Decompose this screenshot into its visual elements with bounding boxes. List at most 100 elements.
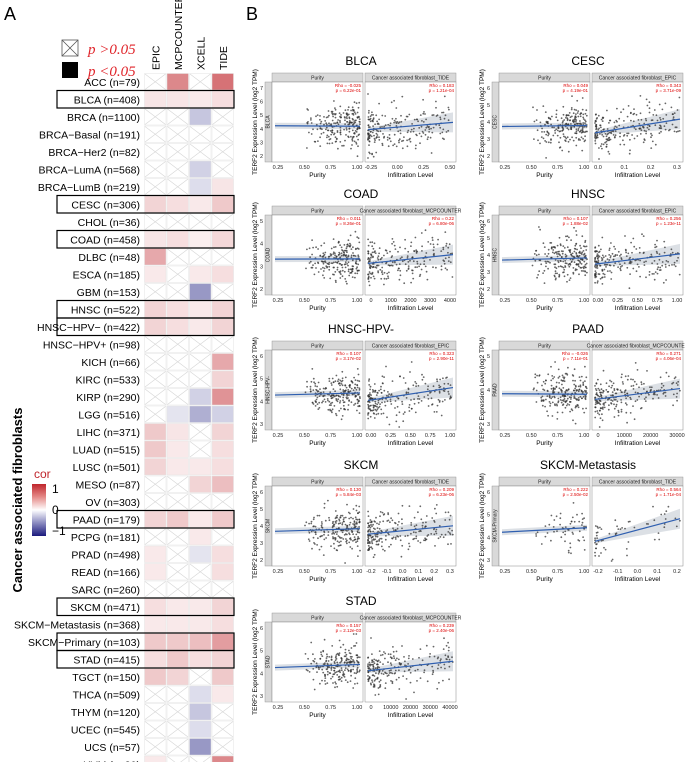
- heatmap-row-label: BRCA−LumA (n=568): [38, 164, 140, 176]
- significance-legend: p >0.05 p <0.05: [61, 39, 136, 80]
- heatmap-cell: [144, 475, 167, 493]
- heatmap-row-label: GBM (n=153): [77, 287, 140, 299]
- heatmap-cell: [189, 143, 212, 161]
- x-tick-label: 0.75: [652, 298, 663, 304]
- x-tick-label: 30000: [669, 433, 684, 439]
- regression-line: [501, 124, 588, 128]
- scatter-y-label: TERF2 Expression Level (log2 TPM): [479, 69, 486, 175]
- heatmap-row-box: [56, 649, 235, 669]
- facet-strip-label: Purity: [538, 480, 551, 486]
- x-tick-label: 1.00: [579, 165, 590, 171]
- x-tick-label: 0.50: [526, 298, 537, 304]
- heatmap-row-label: BRCA−Basal (n=191): [39, 129, 140, 141]
- y-tick-label: 3: [260, 422, 263, 428]
- heatmap-cell: [144, 738, 167, 756]
- regression-line: [501, 393, 588, 395]
- x-tick-label: 40000: [442, 705, 457, 711]
- side-strip-label: STAD: [266, 655, 272, 668]
- facet-plot-area: [498, 485, 591, 567]
- scatter-y-label: TERF2 Expression Level (log2 TPM): [252, 202, 259, 308]
- heatmap-cell: [189, 423, 212, 441]
- x-tick-label: 3000: [424, 298, 436, 304]
- heatmap-cell: [211, 633, 234, 651]
- x-tick-label: 0.25: [273, 569, 284, 575]
- stat-p: p = 3.17e-02: [336, 356, 362, 361]
- heatmap-cell: [166, 248, 189, 266]
- heatmap-cell: [144, 160, 167, 178]
- x-tick-label: 0.75: [552, 165, 563, 171]
- scatter-points: [304, 633, 361, 691]
- scatter-panel: BLCA TERF2 Expression Level (log2 TPM) BLC…: [252, 54, 457, 179]
- heatmap-cell: [144, 230, 167, 248]
- scatter-panel-title: BLCA: [345, 54, 376, 68]
- heatmap-cell: [211, 108, 234, 126]
- facet-strip-label: Cancer associated fibroblast_MCPCOUNTER: [360, 616, 462, 622]
- y-tick-label: 3: [487, 137, 490, 143]
- heatmap-row-label: HNSC−HPV− (n=422): [37, 322, 140, 334]
- x-tick-label: 0.25: [418, 165, 429, 171]
- heatmap-cell: [189, 90, 212, 108]
- heatmap-cell: [189, 213, 212, 231]
- heatmap-panel: p >0.05 p <0.05 EPIC MCPCOUNTER XCELL TIDE …: [10, 0, 235, 762]
- heatmap-row-label: SKCM (n=471): [70, 602, 140, 614]
- heatmap-cell: [166, 353, 189, 371]
- heatmap-cell: [166, 458, 189, 476]
- heatmap-cell: [166, 545, 189, 563]
- crossed-box-symbol: [61, 39, 79, 57]
- stat-p: p = 6.80e-06: [429, 221, 455, 226]
- scatter-x-label: Infiltration Level: [615, 576, 661, 583]
- heatmap-cell: [144, 510, 167, 528]
- scatter-points: [594, 233, 681, 290]
- y-tick-label: 3: [260, 541, 263, 547]
- heatmap-cell: [189, 685, 212, 703]
- x-tick-label: 0.2: [673, 569, 681, 575]
- heatmap-cell: [144, 195, 167, 213]
- heatmap-cell: [211, 248, 234, 266]
- heatmap-row-label: BRCA−LumB (n=219): [38, 182, 140, 194]
- heatmap-cell: [144, 528, 167, 546]
- scatter-panel: COAD TERF2 Expression Level (log2 TPM) COA…: [252, 187, 462, 312]
- x-tick-label: 0.75: [552, 433, 563, 439]
- heatmap-cell: [189, 335, 212, 353]
- y-tick-label: 5: [260, 507, 263, 513]
- regression-line: [367, 525, 454, 535]
- heatmap-cell: [166, 738, 189, 756]
- heatmap-row-label: MESO (n=87): [76, 479, 140, 491]
- heatmap-cell: [166, 650, 189, 668]
- heatmap-cell: [144, 545, 167, 563]
- y-tick-label: 2: [487, 287, 490, 293]
- y-tick-label: 2: [260, 287, 263, 293]
- y-tick-label: 5: [260, 649, 263, 655]
- x-tick-label: 0.00: [392, 165, 403, 171]
- stat-rho: Rho = 0.130: [336, 487, 361, 492]
- facet-strip-label: Purity: [311, 480, 324, 486]
- x-tick-label: 0.75: [325, 298, 336, 304]
- heatmap-cell: [166, 265, 189, 283]
- heatmap-cell: [211, 160, 234, 178]
- confidence-band: [595, 378, 680, 402]
- x-tick-label: 0.2: [647, 165, 655, 171]
- regression-line: [367, 386, 454, 402]
- x-tick-label: 0.25: [273, 433, 284, 439]
- y-tick-label: 5: [487, 354, 490, 360]
- y-tick-label: 6: [260, 490, 263, 496]
- scatter-panel-title: SKCM: [344, 458, 379, 472]
- scatter-x-label: Purity: [309, 305, 326, 312]
- heatmap-row-label: PRAD (n=498): [71, 549, 140, 561]
- scatter-y-label: TERF2 Expression Level (log2 TPM): [479, 202, 486, 308]
- heatmap-cell: [144, 598, 167, 616]
- heatmap-cell: [211, 650, 234, 668]
- facet-plot-area: [591, 81, 684, 163]
- facet-plot-area: [364, 214, 457, 296]
- heatmap-cell: [189, 73, 212, 91]
- facet-plot-area: [364, 81, 457, 163]
- x-tick-label: 0.25: [612, 298, 623, 304]
- x-tick-label: 0.25: [500, 569, 511, 575]
- stat-p: p = 2.50e-02: [563, 492, 589, 497]
- heatmap-row-label: LUSC (n=501): [73, 462, 140, 474]
- heatmap-cell: [166, 598, 189, 616]
- scatter-x-label: Infiltration Level: [388, 172, 434, 179]
- heatmap-row-label: TGCT (n=150): [72, 672, 140, 684]
- x-tick-label: 1.00: [445, 433, 456, 439]
- heatmap-row-label: ESCA (n=185): [73, 269, 140, 281]
